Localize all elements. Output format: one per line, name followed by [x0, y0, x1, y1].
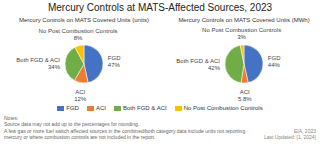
svg-text:Both FGD & ACI42%: Both FGD & ACI42% [176, 58, 220, 71]
svg-text:ACI12%: ACI12% [74, 89, 87, 102]
html-text:Mercury Controls on MATS Cover: Mercury Controls on MATS Covered Units (… [178, 17, 310, 23]
svg-text:Both FGD & ACI34%: Both FGD & ACI34% [16, 57, 60, 70]
html-text:ACI: ACI [96, 105, 106, 111]
html-text:No Post Combustion Controls: No Post Combustion Controls [183, 105, 263, 111]
svg-text:No Post Combustion Controls8%: No Post Combustion Controls8% [39, 28, 118, 41]
html-text:Mercury Controls at MATS-Affec: Mercury Controls at MATS-Affected Source… [47, 2, 273, 13]
html-text:Notes: Source data may not add: Notes: Source data may not add up to the… [4, 115, 247, 140]
svg-text:No Post Combustion Controls3%: No Post Combustion Controls3% [202, 27, 281, 40]
html-text:FGD: FGD [66, 105, 79, 111]
svg-text:FGD47%: FGD47% [108, 55, 121, 68]
svg-text:FGD44%: FGD44% [268, 55, 281, 68]
html-text:Both FGD & ACI: Both FGD & ACI [123, 105, 167, 111]
html-text:Mercury Controls on MATS Cover: Mercury Controls on MATS Covered Units (… [19, 17, 149, 23]
html-text:EIA, 2023 Last Updated: [1, 20: EIA, 2023 Last Updated: [1, 2024] [264, 127, 316, 140]
svg-text:ACI5.8%: ACI5.8% [238, 89, 252, 102]
